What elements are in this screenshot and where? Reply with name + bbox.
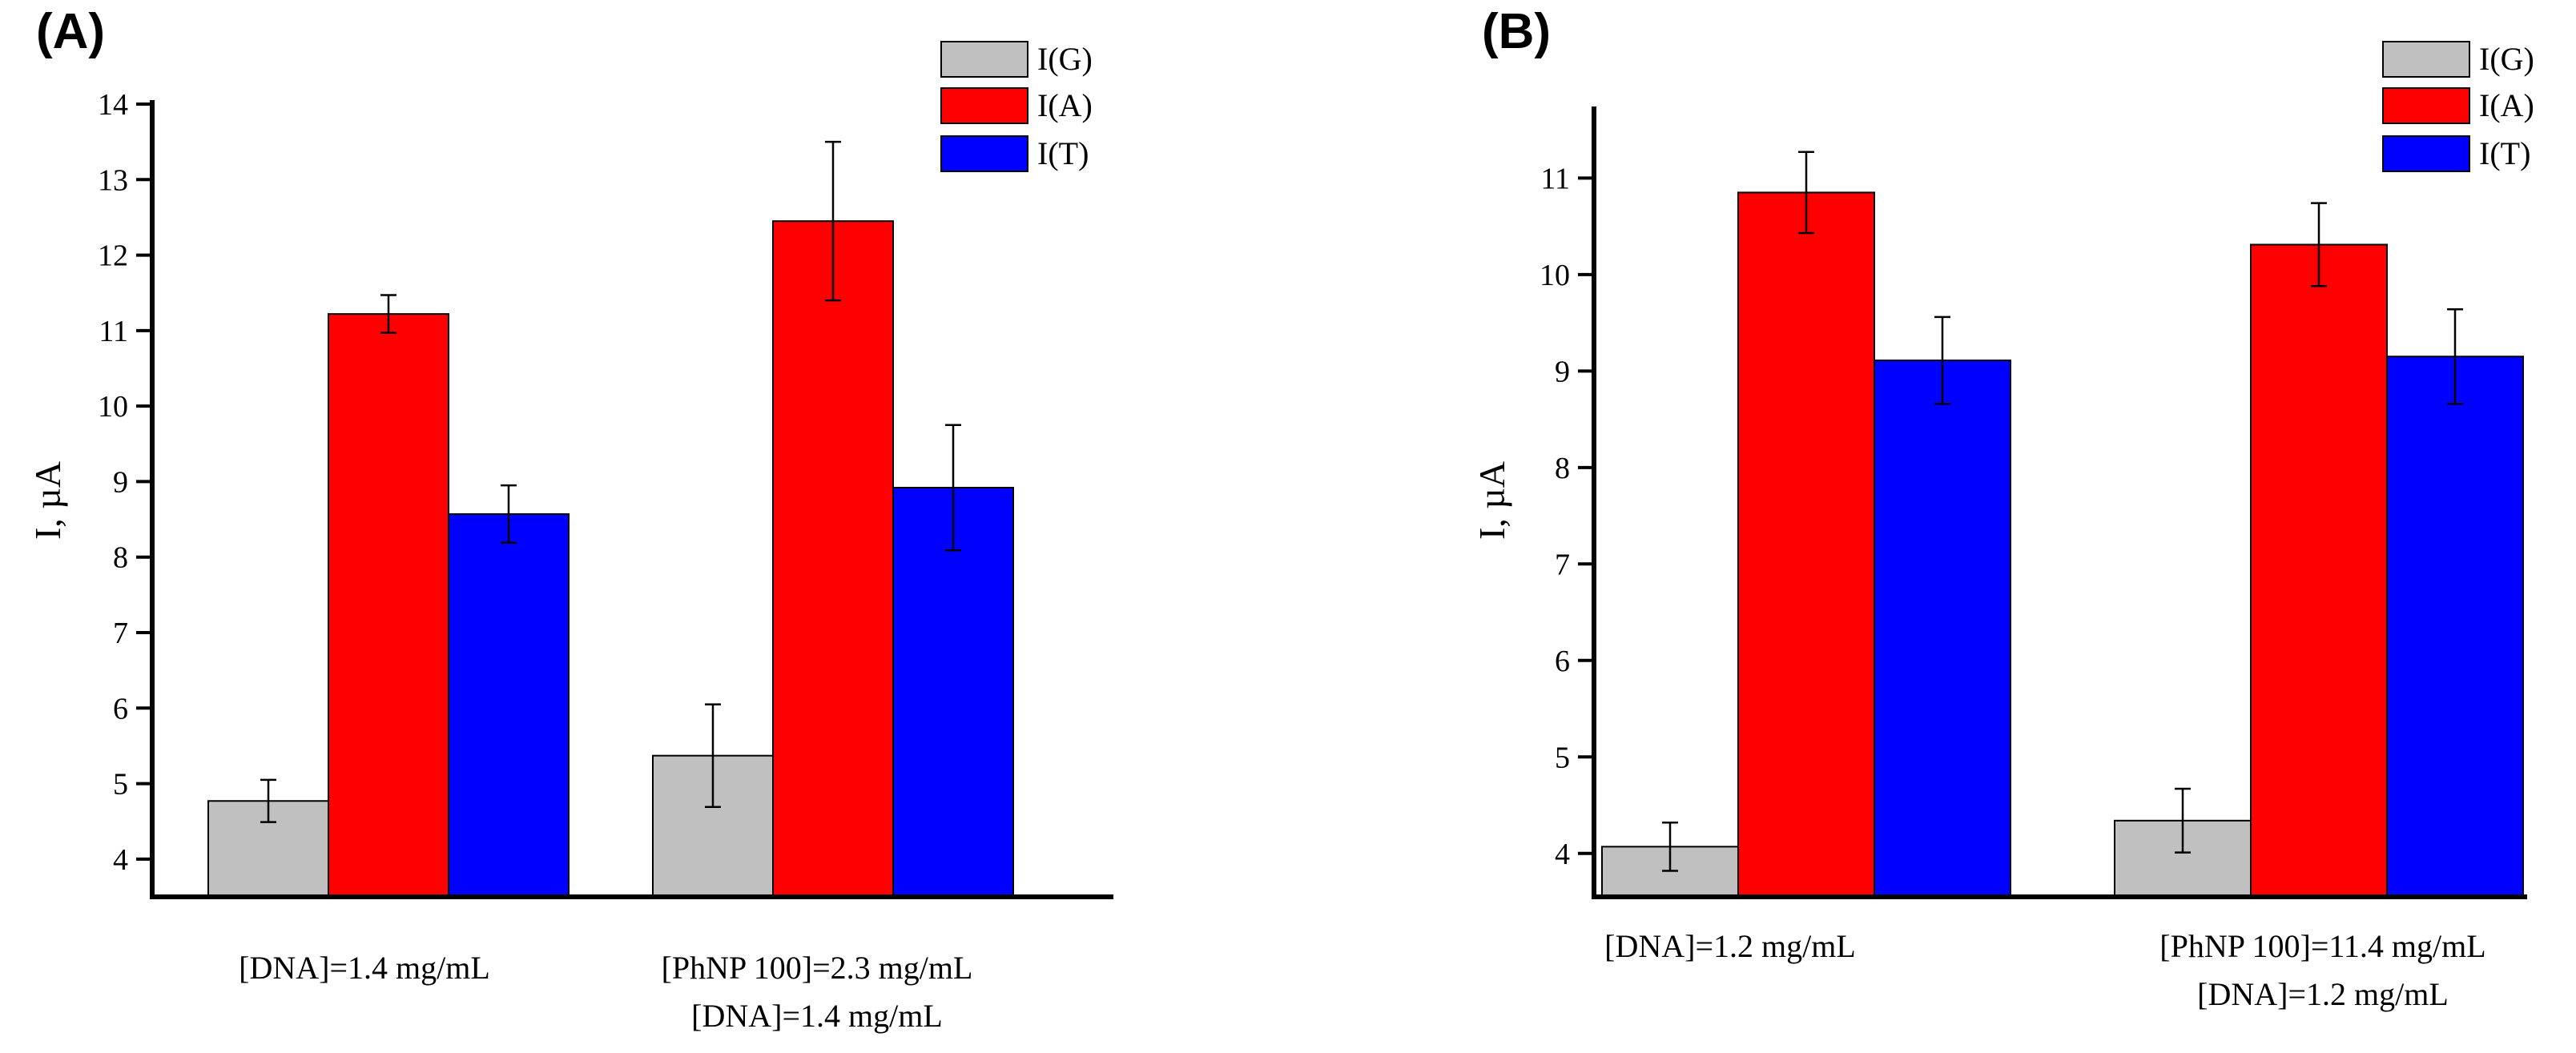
x-category-label: [DNA]=1.4 mg/mL [239,950,490,986]
panel-label: (B) [1482,4,1551,59]
y-tick-label: 4 [1555,838,1570,871]
bar-ia-2 [2250,243,2388,898]
legend-label: I(T) [1037,135,1089,171]
x-category-label: [DNA]=1.4 mg/mL [691,998,943,1034]
legend-label: I(T) [2479,135,2530,171]
legend-swatch [2382,135,2470,172]
legend-swatch [940,41,1028,78]
x-category-label: [DNA]=1.2 mg/mL [1604,928,1856,964]
y-tick-label: 4 [113,843,128,877]
bar-it-1 [1874,360,2011,898]
legend-swatch [2382,41,2470,78]
y-axis-title: I, µA [1471,461,1512,540]
chart-panel-b: (B) 4 5 6 7 8 9 10 11 I, µA [DNA]=1.2 mg/mL [PhNP 1… [1471,4,2534,1012]
y-axis-title: I, µA [27,461,68,540]
y-tick-label: 5 [113,768,128,802]
legend-label: I(A) [1037,87,1093,123]
y-tick-label: 14 [98,88,128,122]
chart-panel-a: (A) 4 5 6 7 8 9 10 11 12 13 14 I, µA [DNA]=1.4 mg/mL [… [27,4,1113,1034]
bar-ia-1 [328,313,449,898]
bar-it-1 [448,512,570,898]
legend-swatch [940,87,1028,124]
y-tick-label: 10 [1540,259,1570,292]
bar-it-2 [892,486,1014,898]
bar-ia-1 [1737,191,1875,898]
y-tick-label: 7 [113,617,128,650]
legend-label: I(A) [2479,87,2534,123]
x-category-label: [PhNP 100]=11.4 mg/mL [2159,928,2485,964]
y-tick-label: 12 [98,239,128,273]
y-tick-label: 7 [1555,548,1570,581]
y-tick-label: 11 [99,315,128,348]
legend-swatch [2382,87,2470,124]
y-tick-label: 6 [1555,645,1570,678]
bar-ia-2 [772,220,894,898]
legend-label: I(G) [2479,41,2534,77]
legend-swatch [940,135,1028,172]
y-tick-label: 5 [1555,741,1570,774]
bar-it-2 [2386,356,2524,898]
y-tick-label: 9 [1555,355,1570,388]
y-tick-label: 8 [113,541,128,575]
y-tick-label: 6 [113,692,128,725]
y-tick-label: 11 [1540,162,1570,195]
x-category-label: [PhNP 100]=2.3 mg/mL [662,950,973,986]
y-tick-label: 10 [98,390,128,424]
y-tick-label: 9 [113,465,128,499]
y-tick-label: 8 [1555,452,1570,485]
legend-label: I(G) [1037,41,1093,77]
panel-label: (A) [36,4,105,59]
x-category-label: [DNA]=1.2 mg/mL [2197,976,2449,1012]
y-tick-label: 13 [98,163,128,197]
